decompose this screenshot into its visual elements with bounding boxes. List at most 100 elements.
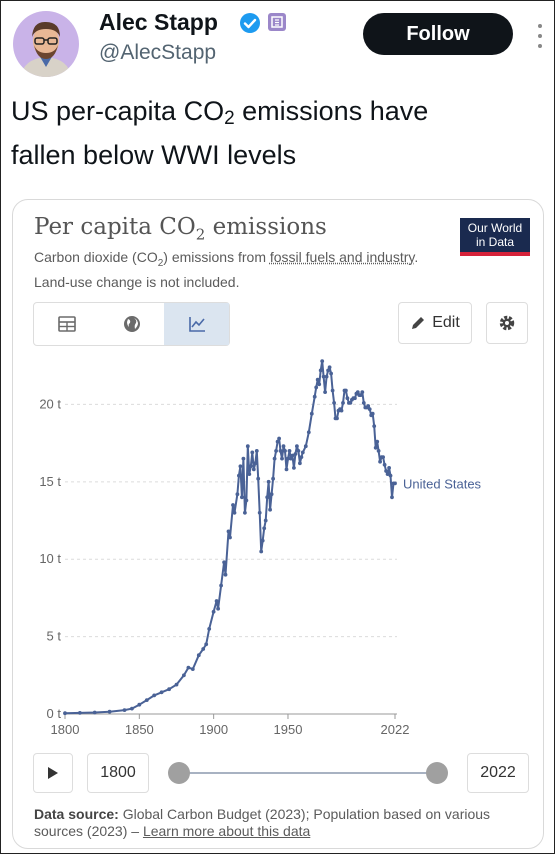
- data-point: [226, 529, 231, 534]
- play-button[interactable]: [33, 753, 73, 793]
- edit-button[interactable]: Edit: [398, 302, 472, 344]
- timeline-end-year[interactable]: 2022: [467, 753, 529, 793]
- data-point: [360, 390, 365, 394]
- data-point: [361, 401, 366, 405]
- data-point: [159, 690, 164, 695]
- tweet-text: US per-capita CO2 emissions have fallen …: [11, 93, 531, 174]
- author-handle[interactable]: @AlecStapp: [99, 41, 217, 64]
- data-point: [348, 401, 353, 405]
- data-point: [231, 503, 235, 507]
- data-point: [240, 495, 244, 500]
- data-point: [152, 693, 157, 698]
- data-point: [263, 518, 268, 523]
- data-point: [353, 396, 357, 401]
- data-point: [92, 710, 97, 715]
- data-point: [327, 365, 332, 370]
- owid-logo[interactable]: Our World in Data: [460, 218, 530, 256]
- data-point: [344, 388, 348, 393]
- data-point: [286, 456, 290, 461]
- data-point: [271, 476, 275, 481]
- data-point: [211, 609, 216, 614]
- data-point: [367, 407, 372, 411]
- x-tick-label: 1800: [51, 722, 80, 737]
- data-point: [63, 711, 67, 716]
- data-point: [266, 479, 271, 484]
- timeline-start-year[interactable]: 1800: [87, 753, 149, 793]
- data-point: [318, 368, 323, 373]
- data-point: [387, 466, 391, 470]
- data-point: [277, 436, 281, 441]
- data-point: [251, 467, 256, 472]
- owid-logo-line2: in Data: [475, 235, 515, 249]
- data-point: [324, 374, 329, 379]
- fossil-fuels-link[interactable]: fossil fuels and industry: [269, 249, 415, 265]
- data-point: [223, 572, 228, 577]
- y-tick-label: 5 t: [47, 629, 62, 644]
- data-point: [204, 642, 209, 647]
- data-point: [269, 492, 274, 497]
- data-point: [144, 698, 149, 702]
- chart-title-prefix: Per capita CO: [34, 214, 196, 240]
- data-point: [385, 472, 390, 476]
- tab-map[interactable]: [99, 303, 164, 345]
- data-point: [298, 461, 302, 466]
- subtitle-b: ) emissions from: [163, 249, 270, 265]
- data-point: [329, 371, 333, 376]
- data-point: [314, 385, 319, 390]
- data-point: [219, 583, 224, 588]
- subtitle-a: Carbon dioxide (CO: [34, 249, 158, 265]
- data-point: [260, 538, 265, 543]
- data-point: [355, 390, 360, 394]
- learn-more-link[interactable]: Learn more about this data: [142, 823, 311, 839]
- data-point: [272, 456, 277, 461]
- more-options-icon[interactable]: [536, 21, 544, 51]
- data-point: [182, 673, 186, 678]
- data-point: [262, 526, 267, 531]
- tab-line-chart[interactable]: [164, 303, 229, 345]
- data-point: [265, 495, 270, 500]
- subtitle-sub: 2: [157, 257, 164, 269]
- follow-button[interactable]: Follow: [363, 13, 513, 55]
- data-point: [281, 444, 286, 449]
- gear-icon: [499, 315, 515, 331]
- tab-table[interactable]: [34, 303, 99, 345]
- table-icon: [57, 316, 76, 332]
- data-point: [382, 462, 387, 467]
- chart-card[interactable]: Per capita CO2 emissions Carbon dioxide …: [12, 199, 544, 849]
- data-point: [321, 374, 326, 379]
- data-point: [167, 687, 172, 692]
- timeline-start-handle[interactable]: [168, 762, 190, 784]
- data-point: [381, 455, 385, 459]
- avatar[interactable]: [13, 11, 79, 77]
- y-tick-label: 10 t: [39, 551, 61, 566]
- tweet-line1-suffix: emissions have: [234, 96, 429, 126]
- data-point: [244, 498, 249, 503]
- author-name[interactable]: Alec Stapp: [99, 9, 218, 35]
- data-point: [174, 682, 179, 687]
- data-point: [107, 709, 112, 714]
- chart-subtitle: Carbon dioxide (CO2) emissions from foss…: [34, 248, 434, 291]
- data-point: [370, 411, 375, 416]
- data-point: [317, 382, 322, 387]
- settings-button[interactable]: [486, 302, 528, 344]
- data-point: [315, 377, 320, 382]
- timeline-slider[interactable]: [163, 760, 453, 786]
- data-point: [358, 393, 363, 397]
- series-label: United States: [403, 476, 482, 491]
- data-point: [339, 408, 344, 413]
- data-point: [78, 711, 82, 715]
- data-point: [345, 396, 350, 401]
- data-point: [237, 473, 241, 478]
- timeline-end-handle[interactable]: [426, 762, 448, 784]
- data-point: [130, 706, 134, 711]
- data-point: [275, 439, 280, 444]
- data-point: [256, 476, 261, 481]
- data-point: [196, 653, 201, 658]
- data-point: [201, 647, 206, 651]
- verified-icon: [240, 13, 260, 33]
- data-point: [306, 430, 311, 435]
- data-point: [295, 444, 299, 449]
- data-point: [190, 667, 195, 671]
- data-point: [330, 388, 335, 393]
- data-point: [214, 599, 219, 603]
